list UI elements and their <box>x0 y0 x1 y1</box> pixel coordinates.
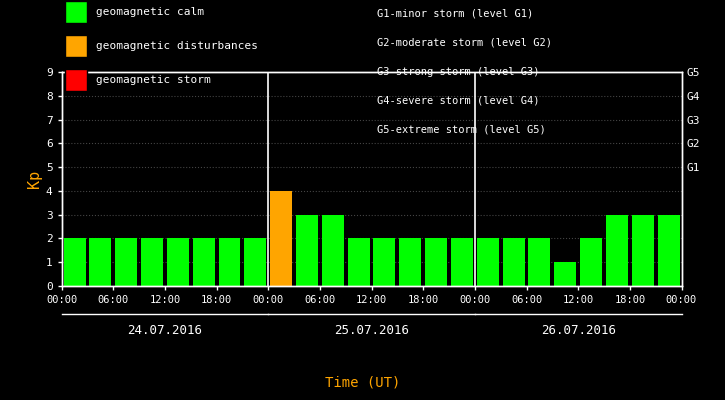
Bar <box>631 215 654 286</box>
Bar <box>322 215 344 286</box>
Text: 26.07.2016: 26.07.2016 <box>541 324 616 336</box>
Bar <box>141 238 163 286</box>
Bar <box>399 238 421 286</box>
Text: G3-strong storm (level G3): G3-strong storm (level G3) <box>377 67 539 77</box>
Text: G1-minor storm (level G1): G1-minor storm (level G1) <box>377 9 534 19</box>
Bar <box>348 238 370 286</box>
Bar <box>296 215 318 286</box>
Text: G5-extreme storm (level G5): G5-extreme storm (level G5) <box>377 124 546 134</box>
Bar <box>193 238 215 286</box>
Text: G4-severe storm (level G4): G4-severe storm (level G4) <box>377 95 539 105</box>
Text: 24.07.2016: 24.07.2016 <box>128 324 202 336</box>
Text: geomagnetic calm: geomagnetic calm <box>96 7 204 17</box>
Bar <box>115 238 137 286</box>
Bar <box>89 238 112 286</box>
Bar <box>218 238 241 286</box>
Bar <box>502 238 525 286</box>
Bar <box>580 238 602 286</box>
Bar <box>244 238 266 286</box>
Text: geomagnetic storm: geomagnetic storm <box>96 75 210 85</box>
Bar <box>658 215 679 286</box>
Bar <box>167 238 188 286</box>
Bar <box>64 238 86 286</box>
Text: Time (UT): Time (UT) <box>325 375 400 389</box>
Bar <box>451 238 473 286</box>
Bar <box>529 238 550 286</box>
Bar <box>606 215 628 286</box>
Text: G2-moderate storm (level G2): G2-moderate storm (level G2) <box>377 38 552 48</box>
Bar <box>270 191 292 286</box>
Text: 25.07.2016: 25.07.2016 <box>334 324 409 336</box>
Y-axis label: Kp: Kp <box>27 170 41 188</box>
Bar <box>373 238 395 286</box>
Bar <box>555 262 576 286</box>
Bar <box>425 238 447 286</box>
Text: geomagnetic disturbances: geomagnetic disturbances <box>96 41 257 51</box>
Bar <box>477 238 499 286</box>
